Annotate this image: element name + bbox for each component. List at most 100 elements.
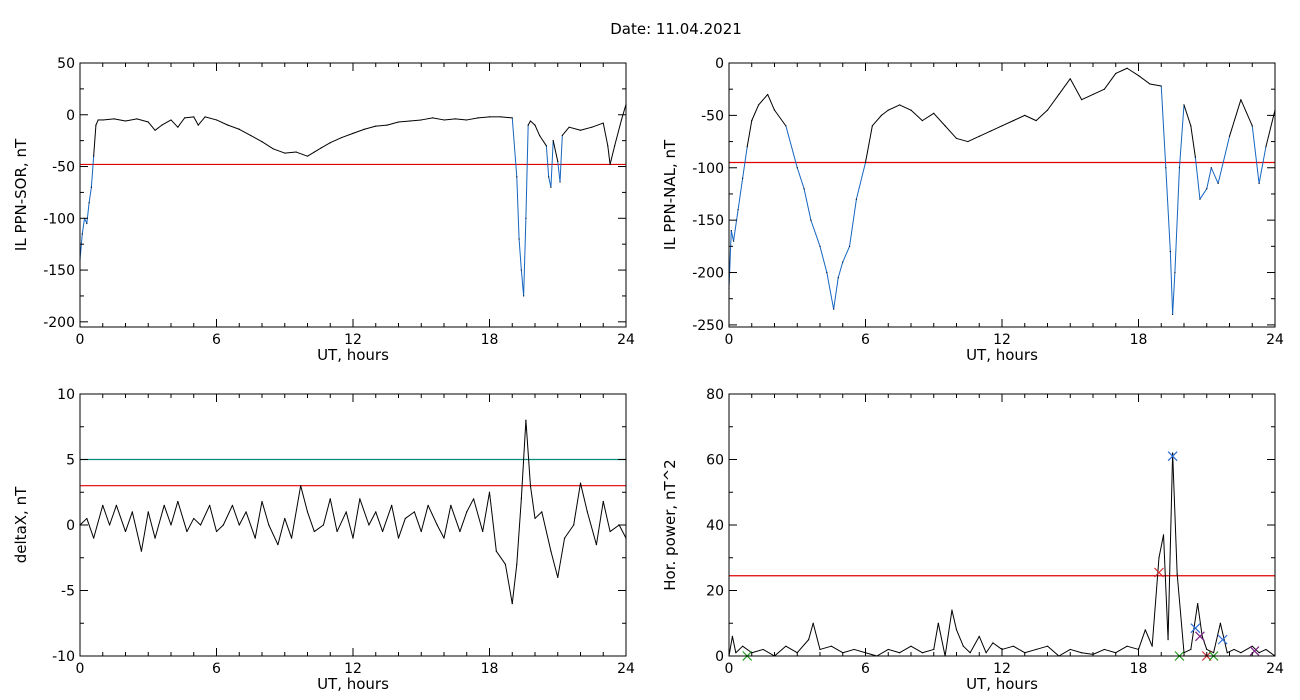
trace-segment (261, 141, 274, 150)
y-tick-label: 0 (66, 108, 75, 124)
trace-segment (1151, 557, 1160, 647)
data-point (1176, 573, 1178, 575)
trace-segment (1172, 272, 1176, 315)
trace-segment (482, 492, 490, 532)
trace-segment (978, 636, 987, 653)
trace-segment (341, 132, 354, 139)
trace-segment (184, 116, 194, 119)
trace-segment (375, 511, 384, 532)
data-point (552, 140, 554, 142)
trace-segment (620, 104, 627, 121)
trace-segment (239, 128, 251, 136)
trace-segment (93, 125, 97, 157)
trace-segment (314, 524, 324, 532)
data-point (762, 648, 764, 651)
data-point (495, 550, 497, 552)
data-point (602, 122, 604, 124)
trace-segment (1258, 648, 1267, 654)
data-point (504, 563, 507, 565)
data-point (108, 524, 111, 526)
data-point (591, 126, 593, 128)
trace-segment (1229, 99, 1242, 137)
data-point (170, 524, 172, 526)
data-point (420, 119, 422, 121)
trace-segment (516, 498, 522, 565)
trace-segment (455, 118, 467, 121)
trace-segment (307, 151, 315, 157)
trace-segment (427, 505, 438, 526)
data-point (812, 622, 814, 624)
trace-segment (307, 511, 315, 532)
data-point (887, 109, 889, 111)
trace-segment (1081, 652, 1094, 655)
trace-segment (962, 645, 971, 654)
data-point (969, 652, 971, 654)
trace-segment (819, 645, 832, 650)
trace-segment (751, 648, 764, 654)
trace-segment (1201, 636, 1208, 650)
x-tick-label: 24 (1266, 332, 1284, 348)
data-point (978, 635, 980, 637)
data-point (1160, 85, 1162, 87)
panel-nal: 0 6 12 18 24 0 -50 -100 -150 -200 -250 UT, hours IL … (661, 56, 1284, 364)
data-point (1126, 67, 1128, 69)
y-tick-label: 0 (715, 56, 724, 72)
data-point (1001, 125, 1003, 127)
trace-segment (1227, 648, 1235, 654)
data-point (967, 140, 969, 143)
data-point (819, 245, 821, 247)
trace-segment (147, 121, 156, 131)
trace-segment (810, 219, 821, 247)
data-point (147, 121, 149, 123)
trace-segment (990, 125, 1003, 132)
data-point (548, 176, 550, 178)
trace-segment (459, 511, 468, 532)
trace-segment (140, 511, 149, 552)
data-point (186, 530, 188, 533)
trace-segment (364, 125, 376, 130)
data-point (955, 629, 958, 631)
trace-segment (86, 202, 90, 224)
data-point (545, 145, 547, 147)
data-point (990, 130, 992, 132)
trace-segment (136, 118, 149, 123)
data-point (352, 537, 354, 539)
data-point (193, 116, 195, 118)
trace-segment (1183, 648, 1192, 654)
data-point (910, 645, 912, 647)
trace-segment (735, 645, 743, 654)
data-point (962, 645, 964, 647)
trace-segment (320, 142, 331, 149)
x-tick-label: 18 (481, 661, 499, 677)
data-point (1174, 271, 1176, 274)
trace-segment (607, 145, 611, 165)
trace-segment (539, 135, 547, 147)
data-point (595, 544, 598, 546)
data-point (1217, 182, 1219, 185)
trace-segment (876, 649, 889, 657)
trace-segment (910, 645, 923, 654)
trace-segment (550, 551, 559, 578)
trace-segment (1081, 93, 1094, 101)
y-tick-label: -100 (692, 161, 724, 177)
trace-segment (102, 505, 111, 526)
data-point (529, 485, 532, 487)
x-tick-label: 12 (344, 661, 362, 677)
trace-segment (742, 645, 753, 654)
trace-segment (728, 636, 733, 657)
trace-segment (443, 118, 456, 121)
data-point (1190, 125, 1192, 127)
data-point (757, 104, 760, 106)
data-point (170, 119, 172, 121)
data-point (1206, 648, 1208, 651)
data-point (488, 491, 491, 493)
trace-segment (291, 485, 302, 539)
y-tick-label: 10 (57, 387, 75, 403)
data-point (222, 524, 224, 526)
data-point (472, 498, 475, 500)
data-point (1069, 648, 1071, 651)
trace-segment (855, 162, 866, 200)
x-tick-label: 12 (993, 332, 1011, 348)
trace-segment (541, 511, 552, 552)
